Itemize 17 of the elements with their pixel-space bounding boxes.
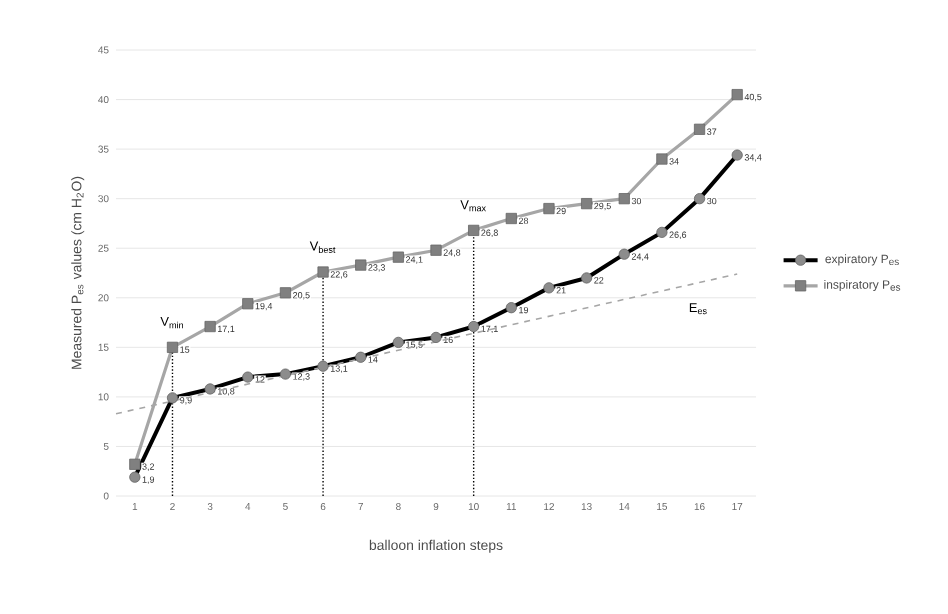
point [656, 153, 668, 165]
point [731, 89, 743, 101]
point [129, 458, 141, 470]
point [468, 224, 480, 236]
point [204, 320, 216, 333]
point [279, 287, 291, 299]
point [581, 198, 593, 210]
point [693, 123, 706, 135]
point [242, 298, 254, 310]
point [505, 212, 517, 225]
point [166, 341, 179, 353]
point [392, 251, 404, 263]
point [355, 259, 367, 271]
point [543, 203, 555, 215]
point [618, 193, 630, 205]
point [430, 244, 442, 256]
point [317, 266, 329, 278]
